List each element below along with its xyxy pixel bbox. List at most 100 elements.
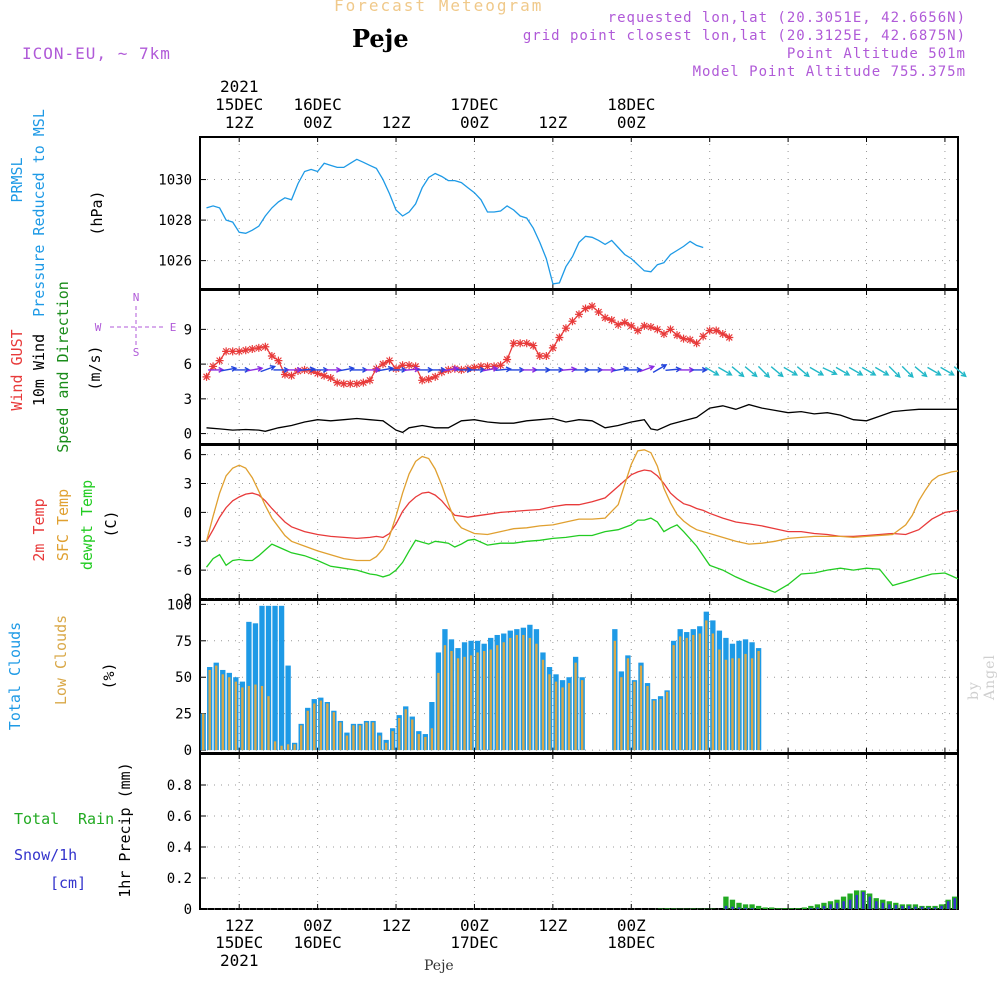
low-cloud-bar [744,653,747,751]
low-cloud-bar [705,620,708,751]
wind-arrow [443,365,460,372]
wind-gust-point [633,326,642,335]
low-cloud-bar [326,703,329,751]
top-time-label: 00Z [617,113,646,132]
wind-arrow [940,366,955,376]
low-cloud-bar [692,634,695,751]
precip-unit-label: 1hr Precip (mm) [116,762,134,897]
wind-gust-point [385,356,394,365]
low-cloud-bar [208,669,211,751]
wind-gust-markers [203,302,734,388]
low-cloud-bar [561,687,564,751]
wind-arrow [901,365,914,379]
bottom-year-label: 2021 [220,951,259,970]
low-cloud-bar [234,681,238,751]
wind-arrow [495,366,512,373]
snow-bar [868,896,872,909]
bottom-time-label: 12Z [225,916,254,935]
y-tick-label: 0 [184,902,192,918]
low-cloud-bar [358,725,362,751]
wind-gust-point [522,339,531,348]
wind-gust-point [359,378,368,387]
wind-arrow [691,366,709,373]
total-cloud-bar [265,605,272,751]
wind-arrow [888,365,901,379]
low-cloud-bar [685,637,688,751]
y-tick-label: 1030 [158,173,192,189]
wind-gust-point [326,374,335,382]
low-cloud-bar [757,651,760,751]
low-cloud-bar [319,700,322,751]
low-cloud-bar [469,655,473,751]
wind-gust-point [509,339,518,348]
low-cloud-bar [724,659,728,751]
wind-arrow [417,366,434,373]
y-tick-label: 9 [184,322,192,338]
rain-bar [736,902,742,909]
wind-arrow [430,366,447,373]
snow-bar [920,906,924,909]
y-tick-label: 100 [167,597,192,613]
y-tick-label: 6 [184,357,192,373]
wind-gust-point [261,342,270,351]
wind-arrow [547,366,565,373]
low-cloud-bar [332,712,336,751]
wind-arrow [534,366,552,373]
wind-gust-point [692,339,701,348]
low-cloud-bar [515,634,518,751]
total-cloud-bar [285,665,291,751]
top-date-label: 16DEC [294,95,342,114]
rain-bar [808,905,814,909]
top-time-label: 00Z [460,113,489,132]
compass-w: W [95,321,102,334]
wind-arrow [508,366,526,373]
rain-bar [755,905,762,909]
low-cloud-bar [437,672,440,751]
y-tick-label: 75 [175,634,192,650]
top-date-label: 17DEC [450,95,498,114]
wind-gust-point [280,370,289,379]
wind-gust-point [588,302,597,311]
cloud-unit-label: (%) [100,662,118,689]
wind-arrow [770,366,784,378]
temp-unit-label: (C) [102,510,120,537]
low-cloud-bar [665,691,669,751]
low-cloud-bar [247,685,251,751]
panel-5: 0 0.2 0.4 0.6 0.8 [167,753,959,918]
panel-frame [199,444,959,600]
wind-arrow [861,366,877,376]
low-cloud-bar [737,658,741,751]
wind-gust-point [640,321,649,330]
wind-arrow [299,366,316,373]
low-cloud-bar [718,649,721,751]
wind-gust-point [215,356,224,365]
wind-gust-point [516,339,525,348]
wind-arrow [260,365,277,373]
wind-arrow [338,365,356,372]
wind-arrow [744,366,758,378]
snow-bar [809,908,813,909]
wind-gust-point [666,325,675,334]
point-altitude: Point Altitude 501m [786,46,966,62]
y-tick-label: 0 [184,505,192,521]
wind-gust-point [346,379,355,388]
panel-2: 0 3 6 9 [184,289,959,445]
low-cloud-bar [241,687,244,751]
low-cloud-bar [254,684,257,751]
compass-n: N [133,291,140,304]
snow-bar [907,905,911,909]
pressure-unit-label: (hPa) [88,190,106,235]
wind-gust-point [725,333,734,342]
low-cloud-bar [228,677,231,751]
total-cloud-bar [272,605,278,751]
wind-gust-point [575,310,583,319]
wind-gust-point [705,326,714,335]
wind-gust-point [529,341,538,350]
y-tick-label: 1026 [158,254,192,270]
low-cloud-bar [221,674,224,751]
wind-gust-point [614,320,623,329]
panel-frame [199,753,959,910]
wind-gust-point [248,345,257,354]
total-cloud-bar [278,605,285,751]
wind-gust-point [568,317,577,326]
